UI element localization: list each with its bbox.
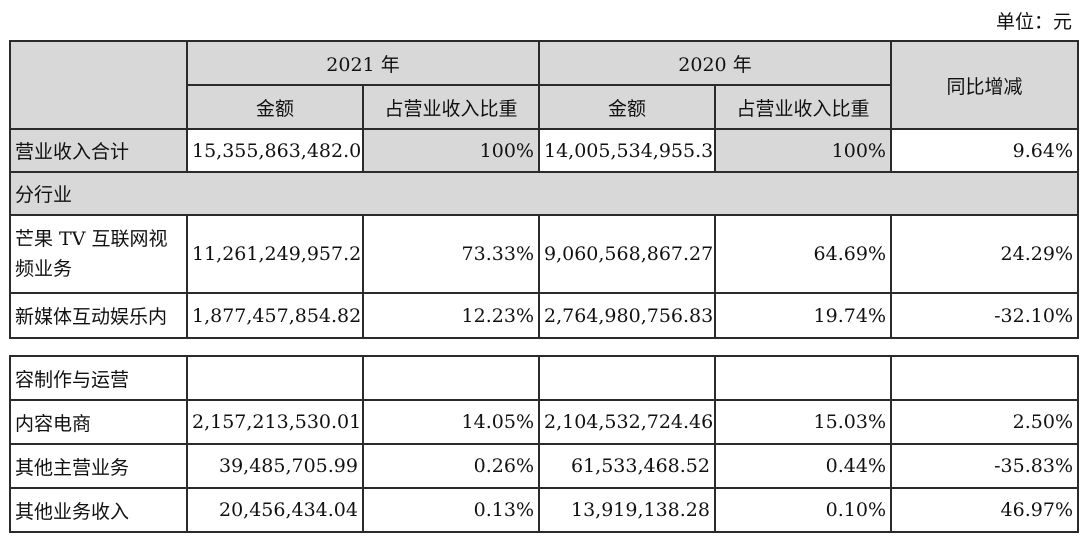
total-yoy: 9.64% bbox=[890, 128, 1079, 173]
header-amount-2021: 金额 bbox=[186, 84, 364, 130]
table-row: 新媒体互动娱乐内 1,877,457,854.82 12.23% 2,764,9… bbox=[9, 292, 1079, 339]
row-amount-2021: 39,485,705.99 bbox=[186, 443, 364, 489]
section-label: 分行业 bbox=[9, 171, 1079, 216]
total-label: 营业收入合计 bbox=[9, 128, 188, 173]
continued-label-row: 容制作与运营 bbox=[9, 355, 1079, 401]
row-yoy: -32.10% bbox=[890, 292, 1079, 339]
row-amount-2020: 2,104,532,724.46 bbox=[538, 399, 716, 445]
row-amount-2020: 61,533,468.52 bbox=[538, 443, 716, 489]
revenue-table: 2021 年 2020 年 同比增减 金额 占营业收入比重 金额 占营业收入比重… bbox=[9, 40, 1079, 339]
row-amount-2021: 11,261,249,957.21 bbox=[186, 214, 364, 294]
header-ratio-2020: 占营业收入比重 bbox=[714, 84, 892, 130]
empty-cell bbox=[538, 355, 716, 401]
row-amount-2021: 2,157,213,530.01 bbox=[186, 399, 364, 445]
row-amount-2021: 20,456,434.04 bbox=[186, 487, 364, 533]
header-row-years: 2021 年 2020 年 同比增减 bbox=[9, 40, 1079, 130]
section-row: 分行业 bbox=[9, 171, 1079, 216]
continued-label: 容制作与运营 bbox=[9, 355, 188, 401]
empty-cell bbox=[890, 355, 1079, 401]
row-ratio-2021: 0.26% bbox=[362, 443, 540, 489]
empty-cell bbox=[186, 355, 364, 401]
row-label: 新媒体互动娱乐内 bbox=[9, 292, 188, 339]
table-row: 其他业务收入 20,456,434.04 0.13% 13,919,138.28… bbox=[9, 487, 1079, 533]
row-ratio-2020: 0.10% bbox=[714, 487, 892, 533]
row-ratio-2021: 0.13% bbox=[362, 487, 540, 533]
row-amount-2020: 2,764,980,756.83 bbox=[538, 292, 716, 339]
table-row: 内容电商 2,157,213,530.01 14.05% 2,104,532,7… bbox=[9, 399, 1079, 445]
total-amount-2020: 14,005,534,955.36 bbox=[538, 128, 716, 173]
row-yoy: -35.83% bbox=[890, 443, 1079, 489]
header-yoy: 同比增减 bbox=[890, 40, 1079, 130]
empty-cell bbox=[362, 355, 540, 401]
row-yoy: 46.97% bbox=[890, 487, 1079, 533]
total-ratio-2021: 100% bbox=[362, 128, 540, 173]
row-amount-2020: 9,060,568,867.27 bbox=[538, 214, 716, 294]
row-ratio-2021: 14.05% bbox=[362, 399, 540, 445]
row-amount-2020: 13,919,138.28 bbox=[538, 487, 716, 533]
header-ratio-2021: 占营业收入比重 bbox=[362, 84, 540, 130]
unit-label: 单位：元 bbox=[995, 11, 1072, 33]
row-ratio-2021: 73.33% bbox=[362, 214, 540, 294]
total-ratio-2020: 100% bbox=[714, 128, 892, 173]
row-label: 内容电商 bbox=[9, 399, 188, 445]
row-ratio-2020: 15.03% bbox=[714, 399, 892, 445]
table-row: 芒果 TV 互联网视频业务 11,261,249,957.21 73.33% 9… bbox=[9, 214, 1079, 294]
row-ratio-2020: 64.69% bbox=[714, 214, 892, 294]
row-ratio-2020: 0.44% bbox=[714, 443, 892, 489]
header-amount-2020: 金额 bbox=[538, 84, 716, 130]
revenue-table-continued: 容制作与运营 内容电商 2,157,213,530.01 14.05% 2,10… bbox=[9, 355, 1079, 533]
total-amount-2021: 15,355,863,482.07 bbox=[186, 128, 364, 173]
total-row: 营业收入合计 15,355,863,482.07 100% 14,005,534… bbox=[9, 128, 1079, 173]
empty-cell bbox=[714, 355, 892, 401]
row-yoy: 24.29% bbox=[890, 214, 1079, 294]
header-year-2021: 2021 年 bbox=[186, 40, 540, 86]
row-label: 其他主营业务 bbox=[9, 443, 188, 489]
row-ratio-2020: 19.74% bbox=[714, 292, 892, 339]
row-label: 其他业务收入 bbox=[9, 487, 188, 533]
row-ratio-2021: 12.23% bbox=[362, 292, 540, 339]
table-row: 其他主营业务 39,485,705.99 0.26% 61,533,468.52… bbox=[9, 443, 1079, 489]
header-row-columns: 金额 占营业收入比重 金额 占营业收入比重 bbox=[10, 84, 1078, 130]
header-year-2020: 2020 年 bbox=[538, 40, 892, 86]
header-blank-cell bbox=[9, 40, 188, 130]
row-label: 芒果 TV 互联网视频业务 bbox=[9, 214, 188, 294]
row-yoy: 2.50% bbox=[890, 399, 1079, 445]
row-amount-2021: 1,877,457,854.82 bbox=[186, 292, 364, 339]
